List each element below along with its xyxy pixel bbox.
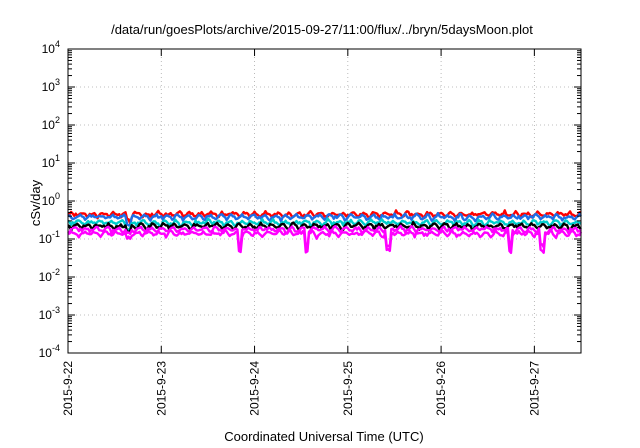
y-tick-label: 10-4 bbox=[39, 343, 60, 360]
series-line bbox=[67, 228, 583, 255]
y-tick-label: 104 bbox=[42, 39, 60, 56]
y-tick-label: 10-3 bbox=[39, 305, 60, 322]
y-tick-label: 10-2 bbox=[39, 267, 60, 284]
x-tick-label: 2015-9-24 bbox=[248, 361, 262, 416]
series-line bbox=[67, 224, 582, 251]
grid bbox=[68, 49, 581, 353]
x-tick-label: 2015-9-22 bbox=[61, 361, 75, 416]
y-axis-label: cSv/day bbox=[28, 179, 43, 226]
ticks bbox=[67, 48, 581, 354]
y-tick-labels: 10-4 10-3 10-2 10-1 100 101 102 103 104 bbox=[39, 39, 60, 360]
series-line bbox=[67, 217, 582, 234]
x-tick-labels: 2015-9-22 2015-9-23 2015-9-24 2015-9-25 2015… bbox=[61, 361, 541, 416]
x-tick-label: 2015-9-26 bbox=[434, 361, 448, 416]
y-tick-label: 103 bbox=[42, 77, 60, 94]
series-line bbox=[67, 211, 582, 227]
series-group bbox=[67, 209, 583, 255]
x-axis-label: Coordinated Universal Time (UTC) bbox=[224, 429, 423, 444]
y-tick-label: 100 bbox=[42, 191, 60, 208]
y-tick-label: 10-1 bbox=[39, 229, 60, 246]
chart-title: /data/run/goesPlots/archive/2015-09-27/1… bbox=[111, 22, 533, 37]
x-tick-label: 2015-9-27 bbox=[527, 361, 541, 416]
x-tick-label: 2015-9-25 bbox=[341, 361, 355, 416]
x-tick-label: 2015-9-23 bbox=[154, 361, 168, 416]
y-tick-label: 101 bbox=[42, 153, 60, 170]
y-tick-label: 102 bbox=[42, 115, 60, 132]
